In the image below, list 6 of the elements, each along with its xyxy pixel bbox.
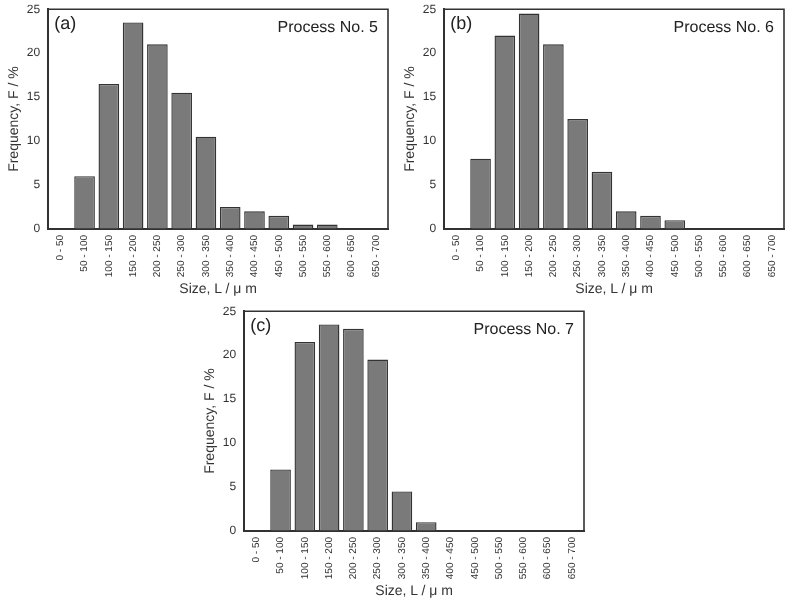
annotation: Process No. 5	[277, 17, 380, 36]
annotation: (c)	[250, 315, 272, 336]
annotation: (b)	[450, 13, 473, 34]
annotation: Process No. 7	[473, 319, 576, 338]
annotation: Process No. 6	[673, 17, 776, 36]
annotation: (a)	[54, 13, 77, 34]
